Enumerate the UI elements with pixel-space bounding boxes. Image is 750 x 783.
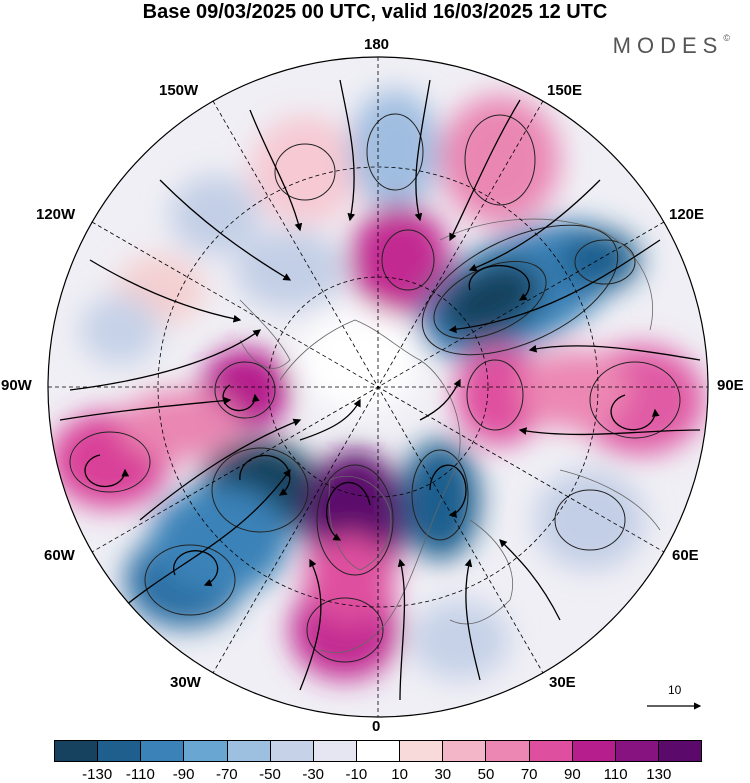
- lon-label-90e: 90E: [717, 377, 744, 394]
- colorbar-tick-label: 90: [564, 766, 581, 783]
- colorbar-tick-label: -110: [125, 766, 155, 783]
- colorbar-segment: [615, 741, 659, 761]
- colorbar-segment: [356, 741, 401, 761]
- colorbar-tick-label: 70: [520, 766, 538, 783]
- colorbar-tick-label: -90: [172, 766, 195, 783]
- lon-label-90w: 90W: [1, 377, 32, 394]
- colorbar-segment: [486, 741, 530, 761]
- lon-label-30e: 30E: [549, 674, 576, 691]
- lon-label-30w: 30W: [170, 674, 201, 691]
- colorbar-tick-label: -50: [259, 766, 281, 783]
- contour-lines: [69, 113, 681, 663]
- colorbar-segment: [184, 741, 228, 761]
- colorbar-segment: [55, 741, 99, 761]
- lon-label-0: 0: [372, 718, 381, 735]
- colorbar-segment: [141, 741, 185, 761]
- coastlines: [239, 218, 661, 653]
- polar-map: [47, 56, 709, 718]
- copyright-mark: ©: [723, 33, 730, 43]
- colorbar-segment: [227, 741, 271, 761]
- colorbar: [54, 740, 702, 762]
- lon-label-120w: 120W: [36, 206, 76, 223]
- colorbar-tick-label: -130: [82, 766, 113, 783]
- colorbar-segment: [443, 741, 487, 761]
- colorbar-segment: [529, 741, 573, 761]
- lon-label-150w: 150W: [159, 82, 199, 99]
- colorbar-segment: [270, 741, 314, 761]
- vortex-arrows: [84, 264, 660, 587]
- map-title: Base 09/03/2025 00 UTC, valid 16/03/2025…: [142, 1, 608, 23]
- colorbar-segment: [98, 741, 142, 761]
- colorbar-tick-label: 10: [391, 766, 408, 783]
- lon-label-180: 180: [364, 36, 390, 53]
- map-border: [47, 56, 709, 718]
- lon-label-150e: 150E: [547, 82, 583, 99]
- colorbar-segment: [658, 741, 702, 761]
- lon-label-60w: 60W: [44, 547, 75, 564]
- graticule: [48, 57, 708, 717]
- colorbar-tick-label: 110: [603, 766, 628, 783]
- colorbar-tick-label: -70: [215, 766, 238, 783]
- colorbar-segment: [572, 741, 616, 761]
- colorbar-tick-label: 30: [434, 766, 452, 783]
- colorbar-segment: [313, 741, 357, 761]
- reference-vector-label: 10: [668, 683, 682, 697]
- colorbar-tick-label: -30: [302, 766, 325, 783]
- brand-text: MODES: [612, 33, 724, 58]
- shaded-anomalies: [50, 90, 705, 680]
- colorbar-tick-label: 130: [646, 766, 672, 783]
- wind-streamlines: [59, 79, 701, 701]
- colorbar-segment: [400, 741, 444, 761]
- colorbar-ticks: -130 -110 -90 -70 -50 -30 -10 10 30 50 70 90 110 130: [54, 766, 702, 783]
- colorbar-tick-label: -10: [345, 766, 368, 783]
- lon-label-60e: 60E: [672, 547, 699, 564]
- colorbar-tick-label: 50: [477, 766, 495, 783]
- lon-label-120e: 120E: [669, 206, 705, 223]
- modes-logo: MODES©: [613, 33, 730, 59]
- anomaly-field: [48, 57, 708, 717]
